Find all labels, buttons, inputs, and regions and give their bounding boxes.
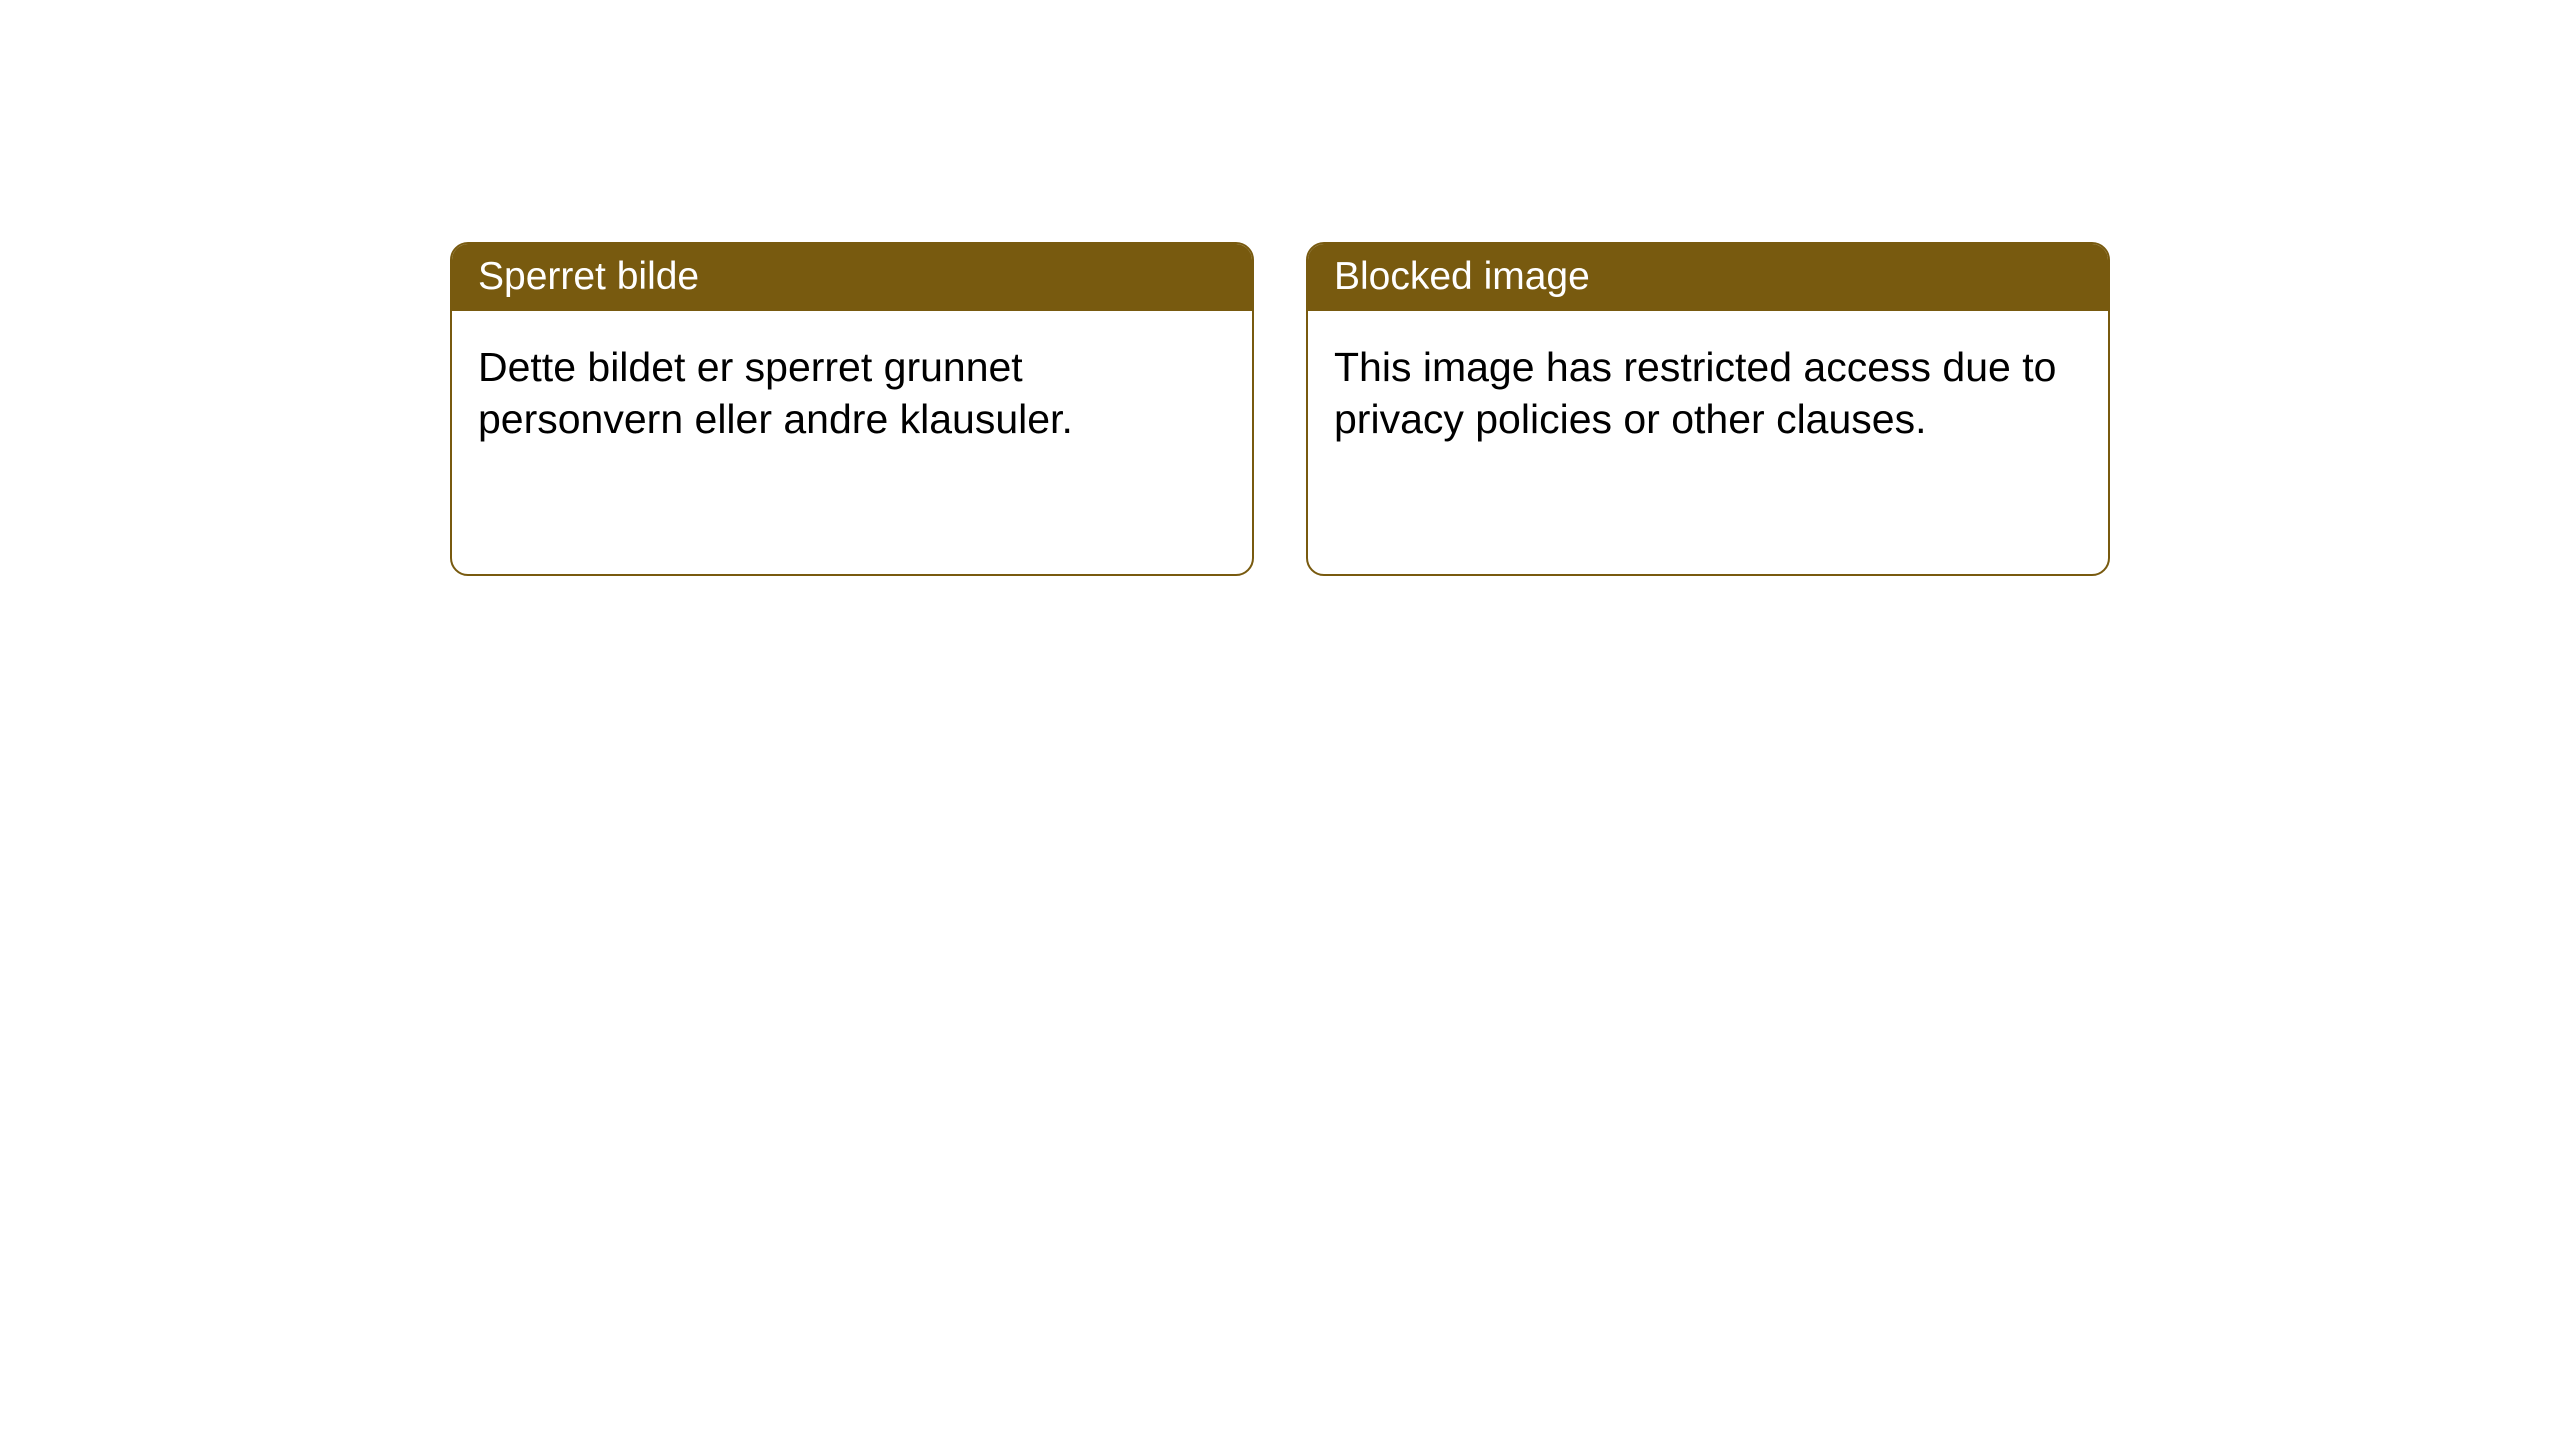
card-body: Dette bildet er sperret grunnet personve…: [452, 311, 1252, 476]
card-header-text: Sperret bilde: [478, 255, 699, 298]
notice-cards-container: Sperret bilde Dette bildet er sperret gr…: [450, 242, 2110, 576]
card-header: Blocked image: [1308, 244, 2108, 311]
notice-card-english: Blocked image This image has restricted …: [1306, 242, 2110, 576]
card-header-text: Blocked image: [1334, 255, 1590, 298]
notice-card-norwegian: Sperret bilde Dette bildet er sperret gr…: [450, 242, 1254, 576]
card-body-text: This image has restricted access due to …: [1334, 344, 2056, 442]
card-body-text: Dette bildet er sperret grunnet personve…: [478, 344, 1073, 442]
card-body: This image has restricted access due to …: [1308, 311, 2108, 476]
card-header: Sperret bilde: [452, 244, 1252, 311]
